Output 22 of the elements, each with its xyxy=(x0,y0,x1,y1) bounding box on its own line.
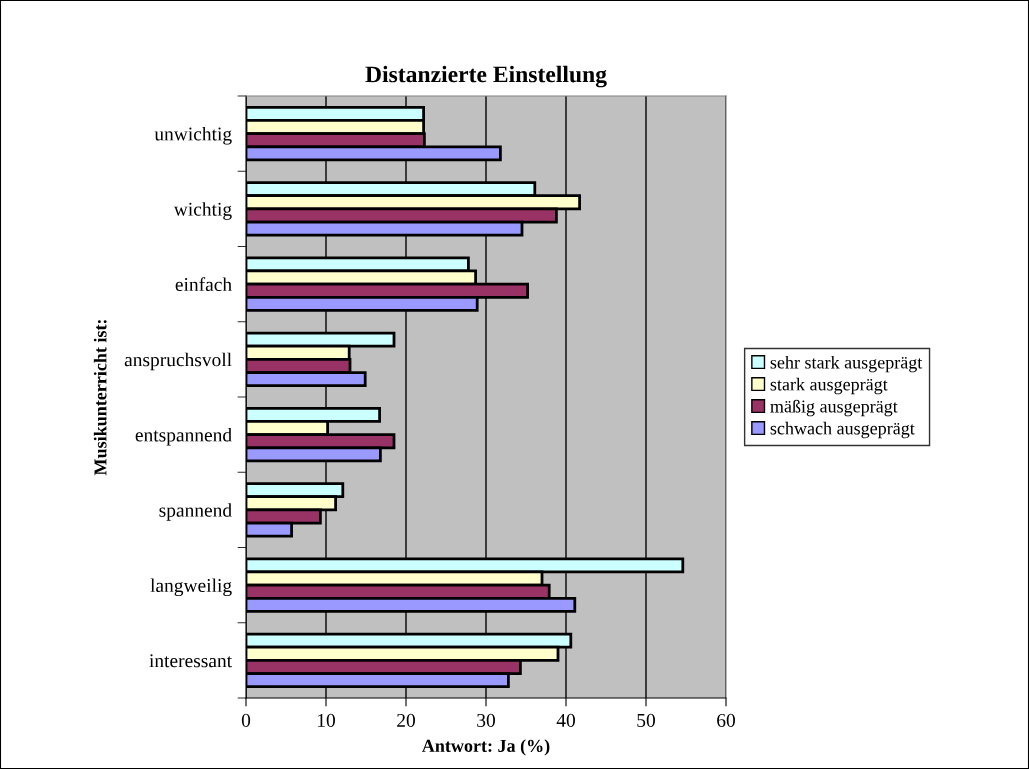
x-tick-label: 0 xyxy=(241,713,251,727)
x-tick-label: 20 xyxy=(397,713,415,727)
legend-label: mäßig ausgeprägt xyxy=(770,399,898,417)
y-tick-label: wichtig xyxy=(173,202,232,220)
x-tick-label: 60 xyxy=(717,713,735,727)
y-tick-label: einfach xyxy=(175,277,232,292)
x-tick-label: 40 xyxy=(556,713,575,727)
y-tick-label: unwichtig xyxy=(154,126,232,145)
x-tick-label: 10 xyxy=(317,713,335,727)
y-tick-label: spannend xyxy=(159,503,232,521)
y-tick-label: langweilig xyxy=(150,578,232,597)
y-tick-label: interessant xyxy=(149,654,232,668)
legend-label: stark ausgeprägt xyxy=(770,377,888,395)
legend-label: schwach ausgeprägt xyxy=(770,421,915,439)
y-tick-label: anspruchsvoll xyxy=(124,352,232,371)
y-axis-title: Musikunterricht ist: xyxy=(93,320,107,476)
x-tick-label: 50 xyxy=(637,713,655,727)
x-axis-title: Antwort: Ja (%) xyxy=(422,739,550,756)
y-tick-label: entspannend xyxy=(135,427,232,446)
legend-label: sehr stark ausgeprägt xyxy=(770,355,923,373)
chart-title: Distanzierte Einstellung xyxy=(365,65,607,88)
x-tick-label: 30 xyxy=(477,713,495,727)
